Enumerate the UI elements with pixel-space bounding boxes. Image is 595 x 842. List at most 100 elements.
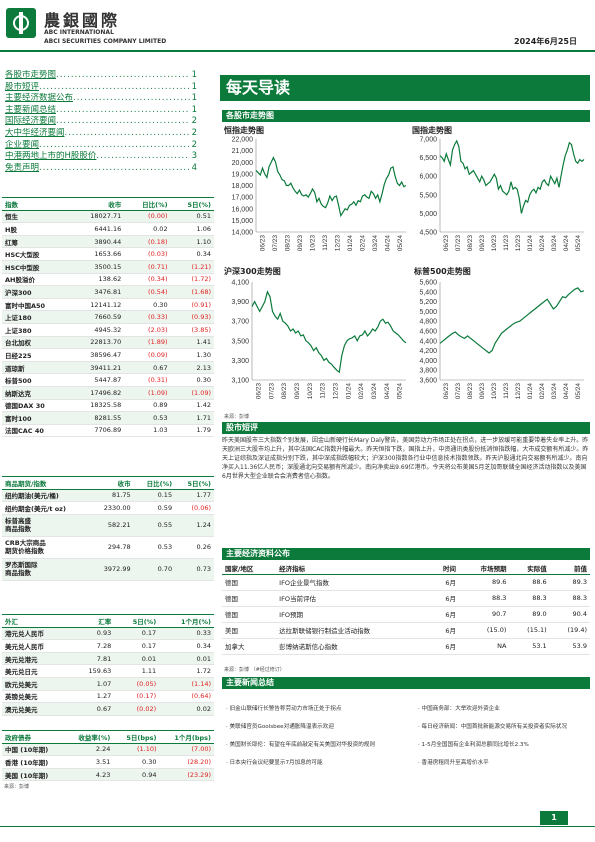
cell-value: (1.68) [170, 285, 214, 299]
y-tick-label: 7,000 [419, 137, 437, 144]
x-tick-label: 05/24 [575, 383, 582, 400]
table-row: 美元兑港元 7.81 0.01 0.01 [2, 652, 214, 666]
row-label: 上证380 [2, 323, 70, 337]
x-tick-label: 10/23 [491, 383, 498, 400]
cell-value: 0.55 [133, 514, 176, 537]
row-label: 欧元兑美元 [2, 677, 71, 691]
row-label: 道琼斯 [2, 361, 70, 375]
toc-item[interactable]: 中港两地上市的H股股价 3 [5, 151, 197, 163]
row-label: 中国 (10年期) [2, 743, 65, 757]
cell-value: 88.6 [509, 574, 550, 591]
table-row: 法国CAC 40 7706.89 1.03 1.79 [2, 424, 214, 438]
table-row: 德国 IFO预期 6月 90.7 89.0 90.4 [222, 606, 590, 623]
x-tick-label: 04/24 [384, 235, 391, 252]
toc-item-label[interactable]: 企业要闻 [5, 139, 40, 150]
cell-value: (1.21) [170, 260, 214, 274]
cell-value: 德国 [222, 574, 277, 591]
news-item[interactable]: · 美联储官员Goolsbee对通胀降温表示欢迎 [226, 724, 334, 730]
abc-logo-icon [6, 8, 36, 38]
toc-item-label[interactable]: 主要新闻总结 [5, 104, 57, 115]
x-tick-label: 12/23 [332, 383, 339, 400]
cell-value: 0.51 [170, 210, 214, 224]
news-item[interactable]: · 中国商务部：大举欢迎外资企业 [418, 706, 500, 712]
cell-value: 1.07 [70, 677, 115, 691]
cell-value: 1.11 [114, 664, 160, 678]
cell-value: 0.15 [133, 489, 176, 503]
y-tick-label: 6,500 [419, 155, 437, 162]
toc-item[interactable]: 国际经济要闻 2 [5, 116, 197, 128]
cell-value: 1.77 [175, 489, 214, 503]
cell-value: 2.13 [170, 361, 214, 375]
toc-item-label[interactable]: 各股市走势图 [5, 70, 57, 80]
x-tick-label: 09/23 [297, 235, 304, 252]
news-item[interactable]: · 香港房租同升至高增价水平 [418, 760, 489, 766]
news-item[interactable]: · 旧金山联储行长警告称劳动力市场正处于拐点 [226, 706, 342, 712]
toc-item-label[interactable]: 主要经济数据公布 [5, 93, 74, 104]
cell-value: 89.0 [509, 606, 550, 623]
cell-value: (1.89) [124, 336, 171, 350]
cell-value: 138.62 [69, 273, 125, 287]
news-item[interactable]: · 美国财长耶伦：有望在年底前敲定有关美国对华投资的规则 [226, 742, 375, 748]
x-tick-label: 11/23 [320, 383, 327, 399]
cell-value: 0.94 [113, 768, 160, 782]
table-row: 德国 IFO当前评估 6月 88.3 88.3 88.3 [222, 590, 590, 607]
cell-value: 4945.32 [69, 323, 125, 337]
toc-item[interactable]: 大中华经济要闻 2 [5, 128, 197, 140]
x-tick-label: 02/24 [358, 383, 365, 400]
toc-item-label[interactable]: 免责声明 [5, 162, 40, 173]
cell-value: (0.93) [170, 310, 214, 324]
cell-value: 89.3 [549, 574, 590, 591]
row-label: AH股溢价 [2, 273, 70, 287]
cell-value: 39411.21 [69, 361, 125, 375]
cell-value: (15.0) [459, 622, 510, 639]
table-of-contents: 各股市走势图1股市短评1主要经济数据公布1主要新闻总结 1国际经济要闻2大中华经济… [5, 70, 197, 174]
cell-value: 159.63 [70, 664, 115, 678]
cell-value: (1.09) [170, 386, 214, 400]
cell-value: (23.29) [159, 768, 214, 782]
page-number: 1 [540, 811, 568, 825]
brand-subtitle-en: ABCI SECURITIES COMPANY LIMITED [44, 38, 167, 45]
toc-item[interactable]: 企业要闻 2 [5, 140, 197, 152]
row-label: 罗杰斯国际 商品指数 [2, 558, 91, 581]
x-tick-label: 12/23 [334, 235, 341, 252]
y-tick-label: 6,000 [419, 174, 437, 181]
cell-value: 0.73 [175, 558, 214, 581]
cell-value: (28.20) [159, 755, 214, 769]
cell-value: (0.31) [124, 373, 171, 387]
market-trend-heading: 各股市走势图 [222, 110, 590, 122]
cell-value: 0.34 [159, 639, 214, 653]
x-tick-label: 08/23 [281, 383, 288, 400]
cell-value: 18325.58 [69, 399, 125, 413]
toc-item-page: 1 [191, 104, 197, 115]
toc-item-label[interactable]: 股市短评 [5, 81, 40, 92]
y-tick-label: 15,000 [232, 218, 254, 225]
table-row: 上证180 7660.59 (0.33) (0.93) [2, 310, 214, 324]
y-tick-label: 5,000 [419, 211, 437, 218]
news-item[interactable]: · 1-5月全国国有企业利润总额同比增长2.3% [418, 742, 529, 748]
news-item[interactable]: · 每日经济新闻：中国首批新能源交易所有关投资者实际状况 [418, 724, 567, 730]
toc-item[interactable]: 免责声明 4 [5, 163, 197, 175]
cell-value: 3476.81 [69, 285, 125, 299]
news-item[interactable]: · 日本央行会议纪要显示7月加息的可能 [226, 760, 323, 766]
row-label: 沪深300 [2, 285, 70, 299]
row-label: 富时100 [2, 411, 70, 425]
toc-item-label[interactable]: 中港两地上市的H股股价 [5, 151, 97, 162]
cell-value: 0.02 [159, 702, 214, 716]
cell-value: 3972.99 [90, 558, 134, 581]
toc-item[interactable]: 主要经济数据公布 1 [5, 93, 197, 105]
x-tick-label: 12/23 [515, 383, 522, 400]
column-header: 市场预期 [459, 562, 510, 575]
toc-item[interactable]: 股市短评 1 [5, 82, 197, 94]
toc-item[interactable]: 主要新闻总结 1 [5, 105, 197, 117]
toc-item-label[interactable]: 国际经济要闻 [5, 116, 57, 127]
cell-value: 7.28 [70, 639, 115, 653]
row-label: 日经225 [2, 348, 70, 362]
toc-item[interactable]: 各股市走势图 1 [5, 70, 197, 82]
csi300-chart: 4,100 3,900 3,700 3,500 3,300 3,100 06/23 07/23… [231, 280, 407, 400]
cell-value: 0.70 [133, 558, 176, 581]
x-tick-label: 02/24 [539, 235, 546, 252]
cell-value: 0.89 [124, 399, 171, 413]
table-row: 澳元兑美元 0.67 (0.02) 0.02 [2, 702, 214, 716]
toc-item-label[interactable]: 大中华经济要闻 [5, 127, 65, 138]
table-row: AH股溢价 138.62 (0.34) (1.72) [2, 273, 214, 287]
